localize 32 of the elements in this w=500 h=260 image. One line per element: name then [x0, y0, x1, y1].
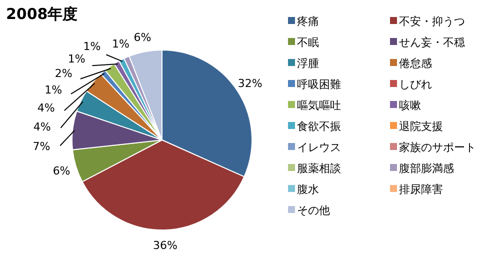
legend-label: 嘔気嘔吐	[297, 99, 341, 112]
legend-label: その他	[297, 204, 330, 217]
data-label: 4%	[33, 120, 51, 134]
legend-label: 倦怠感	[399, 57, 432, 70]
data-label: 1%	[68, 52, 86, 66]
data-label: 6%	[52, 164, 70, 178]
data-label: 2%	[54, 66, 72, 80]
legend-label: 家族のサポート	[399, 141, 476, 154]
legend-label: 食欲不振	[297, 120, 341, 133]
data-label: 36%	[153, 238, 178, 252]
chart-title: 2008年度	[6, 5, 78, 23]
data-label: 1%	[83, 40, 101, 54]
legend-label: せん妄・不穏	[399, 36, 465, 49]
legend-label: 浮腫	[297, 57, 319, 70]
data-label: 6%	[134, 30, 152, 44]
data-label: 32%	[238, 76, 262, 90]
legend-label: 不眠	[297, 36, 319, 49]
legend-label: 服薬相談	[297, 162, 341, 175]
data-label: 1%	[44, 83, 62, 96]
data-label: 1%	[112, 37, 130, 50]
legend-label: 不安・抑うつ	[399, 15, 465, 28]
legend-label: 咳嗽	[399, 99, 421, 112]
legend-label: イレウス	[297, 141, 341, 154]
data-label: 7%	[32, 140, 50, 154]
legend-label: 排尿障害	[399, 183, 443, 196]
legend-label: 腹水	[297, 183, 319, 196]
legend-label: 退院支援	[399, 120, 443, 133]
legend-label: 呼吸困難	[297, 78, 341, 91]
data-label: 4%	[37, 102, 55, 115]
legend-label: 腹部膨満感	[399, 162, 454, 175]
legend-label: しびれ	[399, 78, 432, 91]
legend-label: 疼痛	[297, 15, 319, 28]
